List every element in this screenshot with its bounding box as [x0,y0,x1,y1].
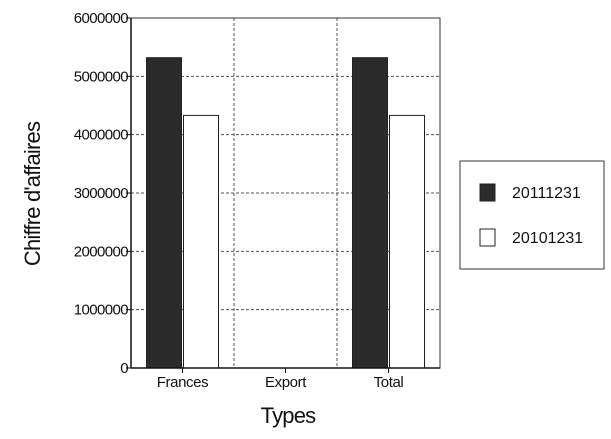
x-axis-categories: Frances Export Total [157,368,404,391]
y-axis-title: Chiffre d'affaires [20,121,45,266]
legend-swatch-20111231 [479,183,496,202]
legend: 20111231 20101231 [459,160,605,270]
bar-20111231-frances [146,57,182,369]
y-tick-label-3: 3000000 [74,185,128,202]
bar-20111231-total [352,57,388,369]
y-axis-ticks: 0 1000000 2000000 3000000 4000000 5000000 6000… [74,10,131,377]
grid-lines [131,18,440,368]
bar-20101231-frances [183,114,219,369]
legend-swatch-20101231 [479,228,496,247]
x-tick-label-total: Total [374,374,404,391]
y-tick-label-6: 6000000 [74,10,128,27]
y-tick-label-0: 0 [120,360,128,377]
legend-box [459,160,605,270]
y-tick-label-1: 1000000 [74,302,128,319]
bar-20101231-total [389,114,425,369]
y-tick-label-4: 4000000 [74,127,128,144]
legend-label-20101231: 20101231 [512,230,583,247]
y-tick-label-5: 5000000 [74,68,128,85]
x-tick-label-frances: Frances [157,374,208,391]
x-tick-label-export: Export [265,374,307,391]
y-tick-label-2: 2000000 [74,243,128,260]
x-axis-title: Types [261,403,316,428]
bars [146,57,425,369]
legend-label-20111231: 20111231 [512,185,581,202]
